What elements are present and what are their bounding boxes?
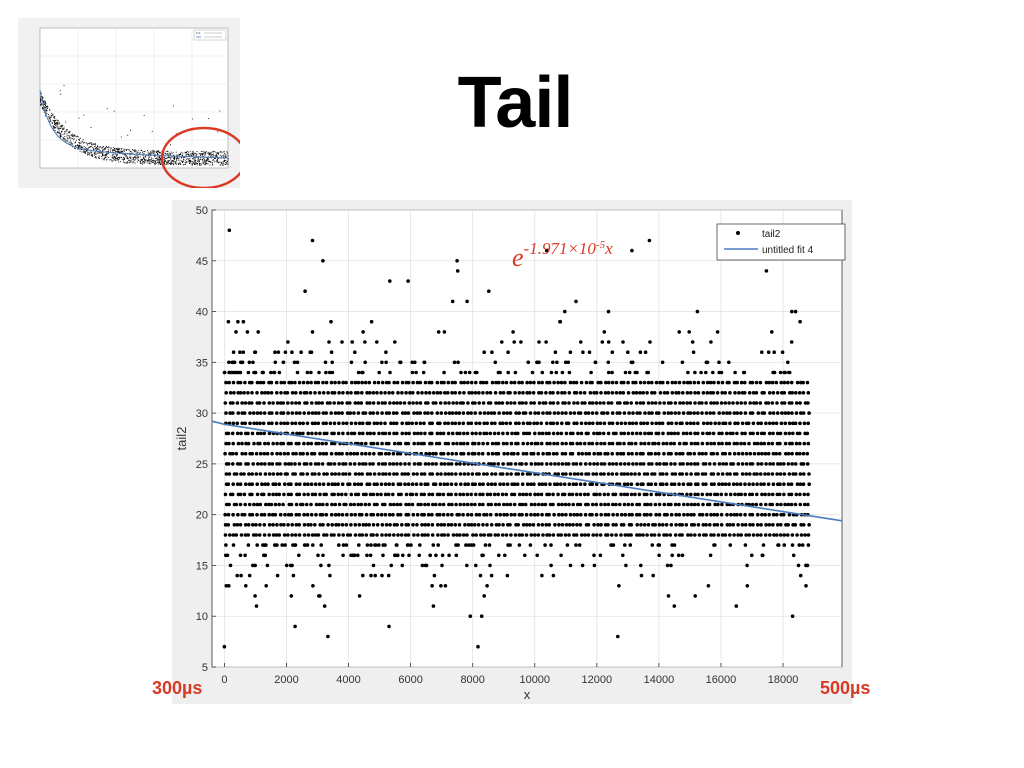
- y-tick-label: 25: [196, 459, 208, 471]
- y-tick-label: 5: [202, 662, 208, 674]
- axis-ticks: 0 2000 4000 6000 8000 10000 12000 14000 16000 180…: [196, 205, 799, 686]
- data-point-row: [224, 390, 811, 395]
- annotation-power: -5: [596, 239, 606, 251]
- annotation-base: e: [512, 243, 524, 272]
- data-point-row: [224, 543, 811, 547]
- thumbnail-fit-line: [39, 89, 229, 159]
- data-point-row: [223, 512, 810, 517]
- fit-line-group: [211, 420, 843, 522]
- fit-equation-annotation: e-1.971×10-5x: [512, 239, 613, 272]
- data-point-row: [224, 502, 810, 507]
- y-tick-label: 45: [196, 256, 208, 268]
- data-point-row: [224, 421, 811, 426]
- data-point-row: [224, 380, 810, 385]
- data-point-row: [223, 401, 810, 405]
- x-tick-label: 14000: [644, 674, 675, 686]
- slide-title: Tail: [457, 63, 574, 143]
- data-point-row: [222, 370, 792, 375]
- x-axis-label: x: [524, 687, 531, 702]
- data-point-row: [388, 279, 410, 283]
- data-point-row: [286, 340, 794, 344]
- x-tick-label: 16000: [706, 674, 737, 686]
- plot-area: [211, 209, 843, 668]
- data-point-row: [563, 309, 798, 314]
- legend-label-tail2: tail2: [762, 229, 781, 240]
- annotation-suffix: x: [604, 239, 613, 258]
- x-tick-label: 0: [221, 674, 227, 686]
- y-tick-label: 35: [196, 357, 208, 369]
- data-point-row: [224, 431, 810, 436]
- legend: tail2 untitled fit 4: [716, 223, 846, 261]
- data-point-row: [224, 482, 812, 487]
- data-point-row: [224, 472, 811, 476]
- data-point-row: [223, 533, 811, 537]
- x-tick-label: 12000: [582, 674, 613, 686]
- data-point-row: [228, 563, 810, 568]
- y-tick-label: 15: [196, 560, 208, 572]
- thumbnail-point-cloud: [40, 85, 229, 166]
- y-tick-label: 20: [196, 510, 208, 522]
- thumbnail-legend: [193, 29, 227, 41]
- thumbnail-highlight-circle: [160, 126, 240, 188]
- data-point-row: [223, 451, 810, 456]
- tail-chart: 0 2000 4000 6000 8000 10000 12000 14000 16000 180…: [172, 200, 852, 704]
- legend-marker-tail2: [736, 231, 740, 235]
- data-point-row: [224, 441, 811, 446]
- data-point-row: [224, 553, 796, 558]
- fit-line: [211, 420, 843, 522]
- x-tick-label: 8000: [460, 674, 484, 686]
- left-range-label: 300µs: [152, 678, 203, 698]
- y-axis-label: tail2: [174, 427, 189, 451]
- annotation-exponent: -1.971×10: [524, 239, 597, 258]
- legend-label-fit: untitled fit 4: [762, 245, 814, 256]
- data-point-row: [231, 350, 785, 355]
- y-tick-label: 40: [196, 307, 208, 319]
- x-tick-label: 2000: [274, 674, 298, 686]
- right-range-label: 500µs: [820, 678, 871, 698]
- data-point-row: [226, 319, 802, 324]
- x-tick-label: 6000: [398, 674, 422, 686]
- y-tick-label: 10: [196, 611, 208, 623]
- data-point-row: [227, 360, 790, 365]
- data-point-row: [223, 522, 811, 527]
- x-tick-label: 10000: [519, 674, 550, 686]
- thumbnail-plot: [18, 18, 240, 188]
- y-tick-label: 50: [196, 205, 208, 217]
- data-points: [222, 228, 812, 649]
- data-point-row: [224, 411, 811, 415]
- x-tick-label: 4000: [336, 674, 360, 686]
- thumbnail-data-points: [40, 85, 229, 166]
- y-tick-label: 30: [196, 408, 208, 420]
- data-point-row: [224, 462, 810, 466]
- x-tick-label: 18000: [768, 674, 799, 686]
